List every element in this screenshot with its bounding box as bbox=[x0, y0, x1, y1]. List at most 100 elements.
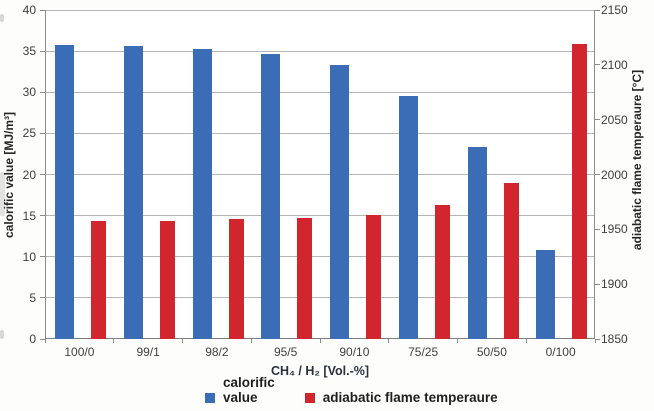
flame-temperature-bar bbox=[228, 219, 244, 339]
left-tick-label: 30 bbox=[22, 85, 36, 100]
scan-artifact bbox=[0, 172, 5, 216]
flame-temperature-bar bbox=[503, 183, 519, 339]
x-axis-ticks bbox=[44, 339, 596, 344]
tick-mark bbox=[595, 174, 600, 175]
tick-mark bbox=[319, 339, 321, 343]
gridline bbox=[46, 51, 594, 52]
right-tick-label: 2100 bbox=[601, 57, 628, 72]
gridline bbox=[46, 297, 594, 298]
legend-item-calorific-value: calorific value bbox=[205, 375, 275, 406]
right-axis-title: adiabatic flame temperaure [°C] bbox=[630, 69, 644, 251]
gridline bbox=[46, 10, 594, 11]
bar-group-99/1 bbox=[114, 10, 183, 339]
flame-temperature-bar bbox=[366, 215, 381, 339]
left-axis-ticks bbox=[40, 9, 45, 340]
tick-mark bbox=[250, 339, 252, 343]
tick-mark bbox=[182, 339, 183, 343]
left-tick-label: 10 bbox=[22, 249, 36, 264]
tick-mark bbox=[595, 9, 600, 11]
tick-mark bbox=[40, 215, 45, 217]
calorific-value-bar bbox=[330, 65, 349, 339]
x-tick-label: 50/50 bbox=[476, 345, 507, 359]
bar-group-100/0 bbox=[45, 10, 114, 339]
x-tick-label: 95/5 bbox=[273, 345, 298, 359]
left-tick-label: 40 bbox=[22, 3, 36, 17]
bar-group-90/10 bbox=[320, 10, 389, 339]
tick-mark bbox=[44, 339, 46, 343]
tick-mark bbox=[40, 91, 45, 93]
right-tick-label: 1850 bbox=[601, 332, 628, 346]
scan-artifact bbox=[0, 14, 4, 22]
tick-mark bbox=[595, 119, 600, 121]
calorific-value-bar bbox=[261, 54, 281, 339]
gridline bbox=[46, 256, 594, 257]
calorific-value-bar bbox=[467, 147, 487, 339]
gridline bbox=[46, 174, 594, 175]
flame-temperature-bar bbox=[434, 205, 450, 339]
x-category-labels: 100/0 99/1 98/2 95/5 90/10 75/25 50/50 0/100 bbox=[45, 345, 595, 359]
flame-temperature-bar bbox=[572, 44, 588, 339]
legend-label: adiabatic flame temperaure bbox=[322, 389, 498, 405]
calorific-value-bar bbox=[123, 46, 143, 339]
bar-group-98/2 bbox=[183, 10, 252, 339]
x-tick-label: 98/2 bbox=[205, 345, 229, 359]
x-tick-label: 99/1 bbox=[136, 345, 160, 359]
tick-mark bbox=[595, 64, 600, 66]
gridline bbox=[46, 215, 594, 216]
left-tick-label: 25 bbox=[22, 126, 36, 141]
flame-temperature-bar bbox=[159, 220, 175, 339]
tick-mark bbox=[595, 228, 600, 230]
x-tick-label: 75/25 bbox=[408, 345, 439, 359]
left-tick-label: 20 bbox=[22, 167, 36, 182]
tick-mark bbox=[40, 297, 45, 299]
tick-mark bbox=[595, 338, 600, 340]
right-tick-label: 2050 bbox=[601, 112, 628, 127]
calorific-value-bar bbox=[192, 48, 212, 339]
bar-group-75/25 bbox=[389, 10, 458, 339]
left-tick-label: 0 bbox=[29, 332, 36, 346]
left-tick-label: 35 bbox=[22, 44, 36, 59]
tick-mark bbox=[594, 339, 596, 343]
tick-mark bbox=[40, 50, 45, 52]
flame-temperature-bar bbox=[91, 220, 106, 339]
x-axis-title: CH₄ / H₂ [Vol.-%] bbox=[270, 364, 370, 378]
right-axis-ticks bbox=[595, 9, 600, 340]
calorific-value-bar bbox=[536, 250, 556, 339]
tick-mark bbox=[113, 339, 115, 343]
flame-temperature-bar bbox=[297, 218, 313, 339]
bar-group-50/50 bbox=[458, 10, 527, 339]
legend-label: calorific value bbox=[223, 375, 275, 405]
right-axis-tick-labels: 2150 2100 2050 2000 1950 1900 1850 bbox=[601, 3, 635, 346]
tick-mark bbox=[457, 339, 458, 343]
tick-mark bbox=[525, 339, 527, 343]
legend-item-adiabatic-flame-temperature: adiabatic flame temperaure bbox=[304, 389, 498, 406]
x-tick-label: 100/0 bbox=[64, 345, 95, 359]
bar-group-95/5 bbox=[251, 10, 320, 339]
scan-artifact bbox=[0, 330, 4, 339]
right-tick-label: 1900 bbox=[601, 277, 628, 292]
tick-mark bbox=[40, 338, 45, 340]
tick-mark bbox=[40, 174, 45, 175]
tick-mark bbox=[40, 256, 45, 258]
calorific-value-bar bbox=[398, 95, 418, 339]
right-tick-label: 2150 bbox=[601, 3, 628, 17]
calorific-value-bar bbox=[55, 44, 74, 339]
left-tick-label: 5 bbox=[29, 290, 36, 305]
tick-mark bbox=[595, 283, 600, 285]
gridline bbox=[46, 92, 594, 93]
left-tick-label: 15 bbox=[22, 208, 36, 223]
tick-mark bbox=[40, 9, 45, 11]
flame-temperature-swatch-icon bbox=[304, 392, 315, 403]
x-tick-label: 90/10 bbox=[339, 345, 370, 359]
tick-mark bbox=[388, 339, 390, 343]
bar-group-0/100 bbox=[526, 10, 595, 339]
x-tick-label: 0/100 bbox=[545, 345, 576, 359]
gridline bbox=[46, 133, 594, 134]
legend: calorific value adiabatic flame temperau… bbox=[205, 375, 498, 406]
calorific-value-swatch-icon bbox=[205, 392, 215, 403]
right-tick-label: 1950 bbox=[601, 222, 628, 237]
right-tick-label: 2000 bbox=[601, 167, 628, 182]
left-axis-tick-labels: 40 35 30 25 20 15 10 5 0 bbox=[10, 3, 36, 346]
tick-mark bbox=[40, 132, 45, 134]
